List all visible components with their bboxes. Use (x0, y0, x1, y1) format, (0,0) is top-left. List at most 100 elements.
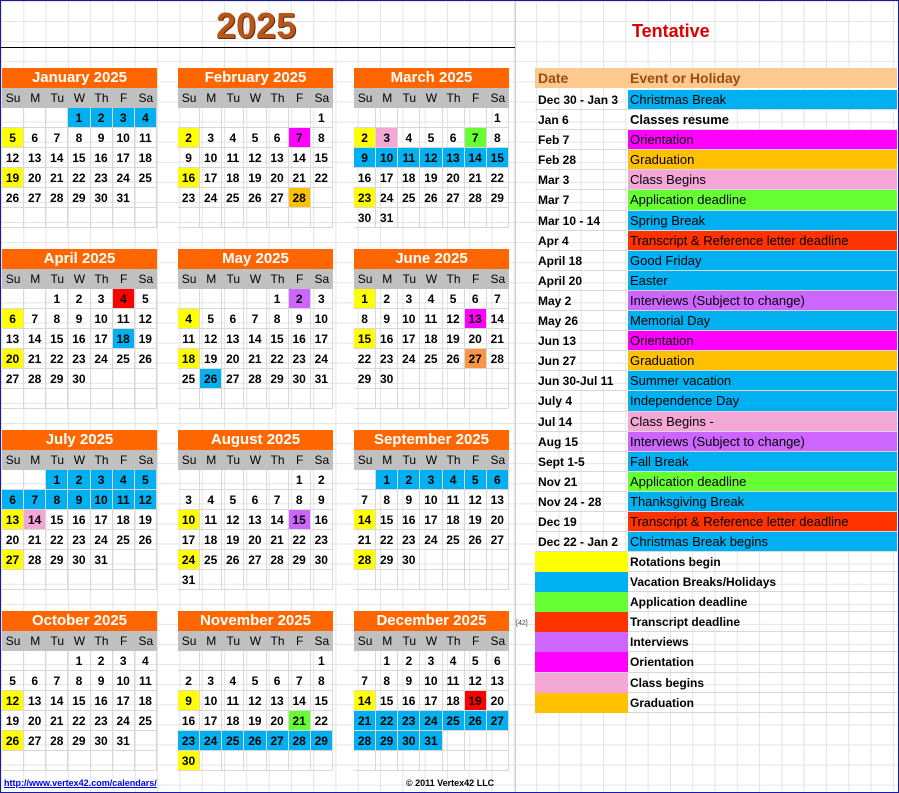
day-cell: 31 (112, 731, 135, 751)
day-cell: 22 (486, 168, 509, 188)
day-cell: 13 (244, 510, 267, 530)
day-cell: 23 (398, 530, 421, 550)
day-cell: 22 (68, 711, 91, 731)
day-cell: 13 (222, 329, 245, 349)
empty-day-cell (398, 369, 421, 389)
legend-swatch (535, 672, 628, 693)
empty-day-cell (420, 550, 443, 570)
empty-day-cell (464, 550, 487, 570)
week-row: 22 23 24 25 26 27 28 (354, 349, 509, 369)
empty-day-cell (2, 389, 25, 409)
day-cell: 15 (376, 691, 399, 711)
empty-day-cell (222, 570, 245, 590)
day-cell: 2 (288, 289, 311, 309)
empty-day-cell (310, 751, 333, 771)
day-cell: 6 (486, 470, 509, 490)
month-title: March 2025 (354, 68, 509, 88)
day-cell: 26 (464, 711, 487, 731)
empty-day-cell (112, 389, 135, 409)
week-row: 27 28 29 30 31 (2, 550, 157, 570)
day-cell: 22 (288, 530, 311, 550)
day-cell: 16 (90, 691, 113, 711)
empty-day-cell (398, 108, 421, 128)
day-cell: 15 (310, 691, 333, 711)
day-cell: 8 (486, 128, 509, 148)
event-name: Application deadline (628, 190, 897, 210)
day-cell: 5 (2, 671, 25, 691)
month-title: October 2025 (2, 611, 157, 631)
weekday-label: Su (181, 272, 197, 286)
day-cell: 22 (310, 168, 333, 188)
weekday-label: W (73, 453, 86, 467)
empty-day-cell (134, 550, 157, 570)
empty-day-cell (266, 751, 289, 771)
day-cell: 5 (442, 289, 465, 309)
day-cell: 31 (420, 731, 443, 751)
day-cell: 12 (200, 329, 223, 349)
day-cell: 9 (310, 490, 333, 510)
weekday-label: Su (357, 634, 373, 648)
day-cell: 17 (90, 329, 113, 349)
weekday-label: Tu (402, 453, 417, 467)
day-cell: 14 (354, 691, 377, 711)
day-cell: 4 (420, 289, 443, 309)
weekday-label: Sa (314, 91, 330, 105)
day-cell: 19 (464, 691, 487, 711)
weekday-label: Th (270, 453, 285, 467)
empty-day-cell (486, 731, 509, 751)
day-cell: 29 (486, 188, 509, 208)
weekday-label: M (30, 91, 41, 105)
weekday-label: W (249, 634, 262, 648)
weekday-header: Su M Tu W Th F Sa (178, 269, 333, 289)
day-cell: 30 (398, 731, 421, 751)
day-cell: 27 (486, 711, 509, 731)
day-cell: 7 (354, 490, 377, 510)
month-1: February 2025 Su M Tu W Th F Sa 1 2 3 4 5 6 7 8 9 10 11 12 1… (178, 68, 333, 228)
empty-day-cell (486, 751, 509, 771)
day-cell: 31 (376, 208, 399, 228)
event-row: Nov 21 Application deadline (535, 471, 897, 492)
empty-day-cell (244, 651, 267, 671)
day-cell: 30 (354, 208, 377, 228)
weekday-label: Su (357, 272, 373, 286)
day-cell: 24 (112, 711, 135, 731)
empty-day-cell (112, 369, 135, 389)
day-cell: 15 (68, 691, 91, 711)
day-cell: 1 (310, 108, 333, 128)
day-cell: 17 (90, 510, 113, 530)
day-cell: 1 (376, 470, 399, 490)
day-cell: 4 (442, 470, 465, 490)
day-cell: 30 (90, 731, 113, 751)
day-cell: 1 (486, 108, 509, 128)
day-cell: 23 (178, 188, 201, 208)
day-cell: 17 (112, 691, 135, 711)
day-cell: 15 (68, 148, 91, 168)
empty-day-cell (486, 389, 509, 409)
event-date: Mar 10 - 14 (538, 213, 601, 228)
day-cell: 9 (288, 309, 311, 329)
day-cell: 19 (134, 329, 157, 349)
empty-day-cell (266, 208, 289, 228)
day-cell: 19 (244, 711, 267, 731)
day-cell: 29 (310, 731, 333, 751)
empty-day-cell (420, 570, 443, 590)
day-cell: 21 (24, 349, 47, 369)
empty-day-cell (244, 389, 267, 409)
day-cell: 24 (376, 188, 399, 208)
day-cell: 20 (222, 349, 245, 369)
empty-day-cell (68, 751, 91, 771)
event-row: Dec 30 - Jan 3 Christmas Break (535, 90, 897, 111)
day-cell: 21 (266, 530, 289, 550)
day-cell: 13 (266, 691, 289, 711)
vertex42-link[interactable]: http://www.vertex42.com/calendars/ (4, 778, 157, 788)
event-name: Orientation (628, 331, 897, 351)
day-cell: 1 (288, 470, 311, 490)
event-date: Apr 4 (538, 233, 569, 248)
week-row: 17 18 19 20 21 22 23 (178, 530, 333, 550)
empty-day-cell (464, 389, 487, 409)
legend-label: Transcript deadline (630, 615, 741, 630)
event-row: Apr 4 Transcript & Reference letter deadl… (535, 230, 897, 251)
day-cell: 7 (46, 128, 69, 148)
empty-day-cell (442, 369, 465, 389)
day-cell: 22 (310, 711, 333, 731)
